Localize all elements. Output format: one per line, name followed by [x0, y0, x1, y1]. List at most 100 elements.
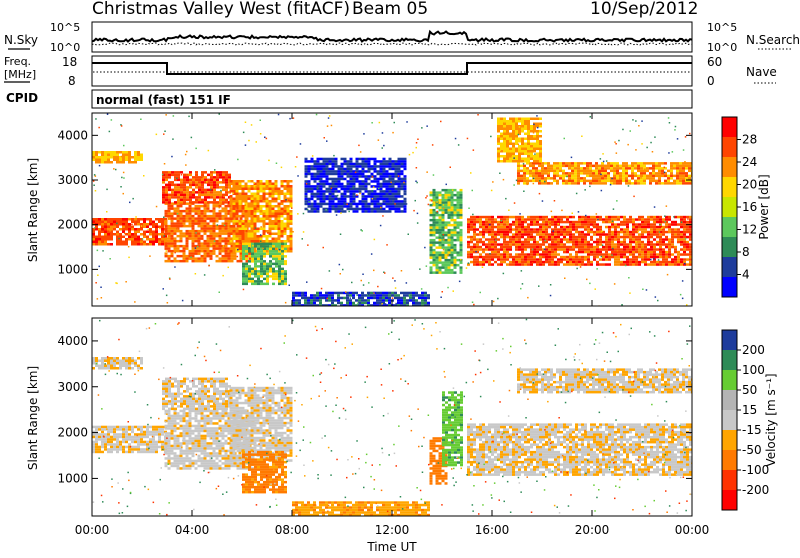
heatmap-cell: [568, 172, 571, 175]
heatmap-cell: [559, 162, 562, 165]
heatmap-cell: [595, 170, 598, 173]
heatmap-cell: [521, 128, 524, 131]
heatmap-cell: [310, 299, 313, 302]
heatmap-cell: [242, 225, 245, 228]
heatmap-cell: [263, 230, 266, 233]
heatmap-cell: [216, 186, 219, 189]
heatmap-cell: [392, 180, 395, 183]
heatmap-cell: [137, 243, 140, 246]
heatmap-cell: [596, 251, 599, 254]
heatmap-cell: [565, 172, 568, 175]
heatmap-cell: [575, 231, 578, 234]
heatmap-cell: [548, 248, 551, 251]
heatmap-cell: [222, 176, 225, 179]
heatmap-cell: [581, 216, 584, 219]
heatmap-cell: [171, 250, 174, 253]
heatmap-cell: [467, 221, 470, 224]
heatmap-cell: [204, 252, 207, 255]
heatmap-cell: [470, 248, 473, 251]
heatmap-cell: [608, 216, 611, 219]
heatmap-cell: [563, 238, 566, 241]
heatmap-cell: [586, 165, 589, 168]
heatmap-cell: [272, 258, 275, 261]
heatmap-cell: [601, 182, 604, 185]
heatmap-cell: [219, 232, 222, 235]
heatmap-cell: [168, 181, 171, 184]
heatmap-cell: [397, 302, 400, 305]
heatmap-cell: [174, 260, 177, 263]
heatmap-cell: [620, 248, 623, 251]
heatmap-cell: [260, 213, 263, 216]
heatmap-cell: [476, 238, 479, 241]
heatmap-cell: [683, 251, 686, 254]
heatmap-cell: [473, 228, 476, 231]
heatmap-cell: [263, 223, 266, 226]
heatmap-cell: [649, 175, 652, 178]
heatmap-cell: [198, 232, 201, 235]
heatmap-cell: [629, 248, 632, 251]
heatmap-cell: [201, 235, 204, 238]
heatmap-cell: [374, 203, 377, 206]
heatmap-cell: [242, 253, 245, 256]
heatmap-cell: [433, 189, 436, 192]
heatmap-cell: [641, 253, 644, 256]
heatmap-cell: [485, 221, 488, 224]
heatmap-cell: [650, 231, 653, 234]
heatmap-cell: [421, 292, 424, 295]
heatmap-cell: [509, 228, 512, 231]
heatmap-cell: [580, 177, 583, 180]
heatmap-cell: [162, 191, 165, 194]
heatmap-cell: [686, 263, 689, 266]
heatmap-cell: [683, 246, 686, 249]
heatmap-cell: [497, 125, 500, 128]
heatmap-cell: [649, 180, 652, 183]
heatmap-cell: [404, 188, 407, 191]
heatmap-cell: [305, 198, 308, 201]
heatmap-cell: [281, 210, 284, 213]
heatmap-cell: [586, 180, 589, 183]
heatmap-cell: [382, 292, 385, 295]
heatmap-cell: [451, 231, 454, 234]
heatmap-cell: [590, 238, 593, 241]
heatmap-cell: [503, 223, 506, 226]
heatmap-speck: [443, 239, 445, 241]
heatmap-cell: [512, 128, 515, 131]
heatmap-cell: [509, 125, 512, 128]
heatmap-cell: [488, 216, 491, 219]
heatmap-cell: [500, 233, 503, 236]
heatmap-cell: [346, 299, 349, 302]
heatmap-cell: [335, 203, 338, 206]
heatmap-cell: [248, 255, 251, 258]
heatmap-speck: [416, 147, 418, 149]
heatmap-cell: [251, 198, 254, 201]
heatmap-cell: [186, 196, 189, 199]
heatmap-cell: [389, 190, 392, 193]
heatmap-cell: [325, 299, 328, 302]
heatmap-cell: [551, 263, 554, 266]
heatmap-cell: [424, 292, 427, 295]
heatmap-cell: [533, 253, 536, 256]
heatmap-cell: [377, 203, 380, 206]
heatmap-cell: [122, 226, 125, 229]
heatmap-cell: [640, 162, 643, 165]
heatmap-cell: [186, 240, 189, 243]
heatmap-cell: [542, 256, 545, 258]
heatmap-cell: [625, 162, 628, 165]
heatmap-cell: [560, 226, 563, 229]
heatmap-cell: [298, 302, 301, 305]
heatmap-cell: [248, 225, 251, 228]
heatmap-cell: [451, 271, 454, 274]
heatmap-cell: [439, 254, 442, 257]
heatmap-cell: [137, 218, 140, 221]
heatmap-cell: [392, 160, 395, 163]
heatmap-cell: [494, 226, 497, 229]
heatmap-cell: [335, 165, 338, 168]
heatmap-cell: [595, 172, 598, 175]
heatmap-cell: [201, 201, 204, 204]
heatmap-cell: [523, 167, 526, 170]
heatmap-cell: [134, 243, 137, 246]
heatmap-cell: [617, 233, 620, 236]
heatmap-cell: [518, 130, 521, 133]
heatmap-cell: [554, 233, 557, 236]
heatmap-cell: [497, 158, 500, 161]
